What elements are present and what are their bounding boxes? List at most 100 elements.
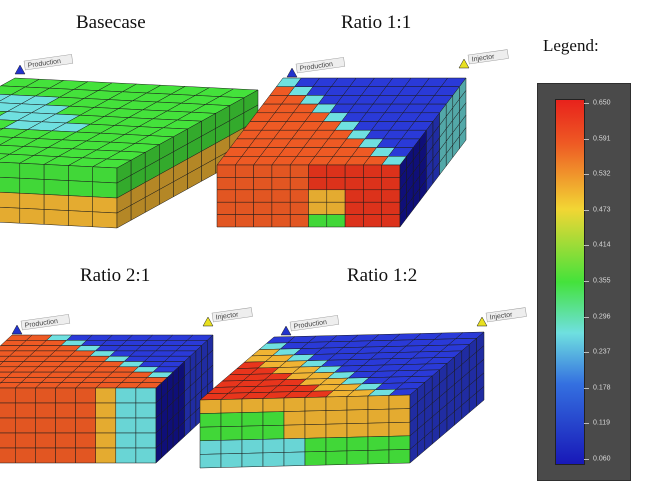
ratio-2-1-block-front-cell <box>115 432 137 449</box>
ratio-2-1-block-front-cell <box>95 447 117 464</box>
ratio-2-1-block-front-cell <box>15 402 36 419</box>
ratio-1-1-block-front-cell <box>344 189 364 203</box>
ratio-1-1-block-front-cell <box>271 189 291 203</box>
ratio-1-2-block-front-cell <box>241 452 264 468</box>
ratio-2-1-block-front-cell <box>95 417 117 434</box>
ratio-1-1-block-front-cell <box>289 177 309 191</box>
ratio-2-1-block-front-cell <box>75 402 96 419</box>
ratio-2-1-block-front-cell <box>75 387 96 404</box>
ratio-1-1-block-front-cell <box>381 189 401 203</box>
legend-tick-label: 0.119 <box>593 419 610 427</box>
legend-tick-mark <box>584 209 589 211</box>
ratio-1-2-block-front-cell <box>367 422 390 438</box>
ratio-1-1-block-front-cell <box>308 189 328 203</box>
ratio-1-2-block-front-cell <box>304 451 327 466</box>
legend-title: Legend: <box>543 36 599 55</box>
ratio-1-1-block-front-cell <box>271 214 291 228</box>
basecase-block-front-cell <box>43 179 69 196</box>
ratio-1-2-block-front-cell <box>262 452 285 467</box>
basecase-block-front-cell <box>68 195 93 213</box>
injector-well-ratio-2-1-label-box <box>211 307 253 323</box>
ratio-1-1-block-front-cell <box>253 201 273 215</box>
ratio-1-1-block-front-cell <box>308 201 328 215</box>
legend-tick-mark <box>584 245 589 247</box>
ratio-2-1-block-front-cell <box>75 447 96 464</box>
ratio-2-1-block-front-cell <box>35 432 56 449</box>
ratio-1-1-block-front-cell <box>308 164 328 178</box>
ratio-1-2-block-side-cell <box>476 385 485 407</box>
ratio-1-2-block-front-cell <box>304 410 327 425</box>
basecase-block-front-cell <box>19 192 45 210</box>
ratio-2-1-block-front-cell <box>15 387 36 404</box>
ratio-1-1-block-front-cell <box>326 189 346 203</box>
production-well-basecase-marker-icon <box>14 64 26 75</box>
legend-colorbar <box>555 99 585 465</box>
ratio-1-1-block-front-cell <box>363 189 382 203</box>
panel-title-ratio-2-1: Ratio 2:1 <box>80 265 151 286</box>
ratio-1-1-block-front-cell <box>271 177 291 191</box>
ratio-1-1-block-front-cell <box>253 164 273 178</box>
injector-well-ratio-1-1-label-box <box>467 49 509 65</box>
ratio-2-1-block-front-cell <box>35 447 56 464</box>
ratio-1-1-block-front-cell <box>326 201 346 215</box>
legend-tick-mark <box>584 174 589 176</box>
ratio-1-1-block-front-cell <box>235 177 254 191</box>
ratio-1-2-block-front-cell <box>283 410 306 426</box>
injector-well-ratio-2-1-marker-icon <box>202 316 214 327</box>
ratio-1-2-block-front-cell <box>367 436 390 451</box>
ratio-2-1-block-front-cell <box>115 402 137 419</box>
ratio-1-2-block-front-cell <box>262 424 285 440</box>
ratio-1-2-block-front-cell <box>283 438 306 453</box>
production-well-ratio-1-2-label: Production <box>293 319 327 331</box>
ratio-1-1-block-front-cell <box>308 177 328 191</box>
basecase-block-front-cell <box>19 162 45 180</box>
ratio-2-1-block-front-cell <box>115 417 137 434</box>
ratio-1-2-block-front-cell <box>262 397 285 413</box>
ratio-1-2-block-front-cell <box>220 412 243 427</box>
ratio-1-2-block-front-cell <box>367 408 390 424</box>
legend-tick-mark <box>584 387 589 389</box>
ratio-1-1-block-front-cell <box>289 201 309 215</box>
legend-tick-mark <box>584 352 589 354</box>
ratio-2-1-block-front-cell <box>135 432 157 449</box>
basecase-block-front-cell <box>68 180 93 198</box>
ratio-1-2-block-front-cell <box>388 435 411 451</box>
legend-tick-label: 0.237 <box>593 348 611 356</box>
ratio-1-1-block-front-cell <box>253 214 273 228</box>
ratio-1-2-block-front-cell <box>283 424 306 440</box>
production-well-basecase-label-box <box>23 54 74 71</box>
production-well-ratio-2-1-label: Production <box>24 318 58 330</box>
ratio-2-1-block-front-cell <box>55 402 76 419</box>
ratio-1-2-block-front-cell <box>220 439 243 455</box>
ratio-2-1-block-front-cell <box>55 387 76 404</box>
ratio-1-2-block-front-cell <box>346 450 369 465</box>
ratio-2-1-block-front-cell <box>0 417 16 434</box>
production-well-ratio-1-1-label: Production <box>299 61 333 73</box>
ratio-1-1-block-front-cell <box>216 214 236 228</box>
ratio-1-1-block-front-cell <box>253 189 273 203</box>
ratio-1-2-block-front-cell <box>346 436 369 452</box>
ratio-1-1-block-front-cell <box>363 164 382 178</box>
basecase-block-front-cell <box>19 177 45 195</box>
ratio-1-1-block-front-cell <box>381 201 401 215</box>
ratio-1-2-block-front-cell <box>325 437 348 452</box>
injector-well-ratio-1-1-marker-icon <box>458 58 470 69</box>
ratio-1-2-block-front-cell <box>325 409 348 425</box>
ratio-1-1-block-front-cell <box>289 164 309 178</box>
legend-tick-label: 0.060 <box>593 455 611 463</box>
injector-well-ratio-1-2-marker-icon <box>476 316 488 327</box>
ratio-2-1-block-front-cell <box>35 402 56 419</box>
legend-tick-mark <box>584 459 589 460</box>
ratio-2-1-block-front-cell <box>95 432 117 449</box>
injector-well-ratio-1-1-label: Injector <box>471 53 495 63</box>
ratio-1-2-block-front-cell <box>199 426 222 442</box>
ratio-2-1-block-front-cell <box>35 417 56 434</box>
ratio-1-2-block-front-cell <box>220 398 243 414</box>
legend-tick-label: 0.414 <box>593 241 611 249</box>
ratio-1-1-block-front-cell <box>326 214 346 228</box>
ratio-1-2-block-front-cell <box>325 396 348 411</box>
injector-well-ratio-1-2-label: Injector <box>489 311 513 321</box>
basecase-block-front-cell <box>92 181 118 199</box>
ratio-1-2-block-front-cell <box>241 425 264 441</box>
ratio-2-1-block-front-cell <box>135 387 157 404</box>
